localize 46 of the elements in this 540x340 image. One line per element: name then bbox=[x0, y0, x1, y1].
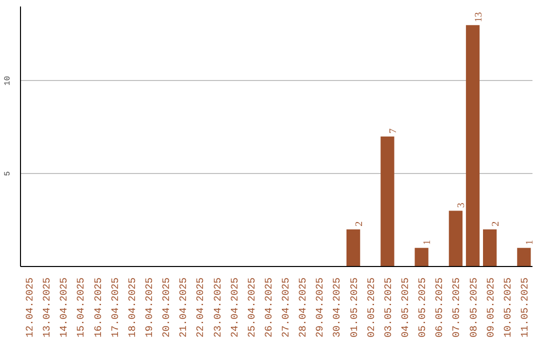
x-tick-label: 17.04.2025 bbox=[110, 277, 122, 338]
data-label: 7 bbox=[388, 128, 399, 134]
x-tick-label: 19.04.2025 bbox=[145, 277, 156, 338]
bar bbox=[517, 248, 531, 266]
bar bbox=[346, 229, 360, 266]
bar bbox=[466, 25, 480, 266]
x-tick-label: 01.05.2025 bbox=[350, 277, 361, 338]
x-tick-label: 24.04.2025 bbox=[230, 277, 242, 338]
x-tick-label: 23.04.2025 bbox=[213, 277, 224, 338]
x-tick-label: 08.05.2025 bbox=[469, 277, 480, 338]
x-tick-label: 22.04.2025 bbox=[196, 277, 208, 338]
data-label: 1 bbox=[524, 240, 536, 245]
bar bbox=[448, 210, 463, 266]
x-tick-label: 07.05.2025 bbox=[452, 277, 464, 338]
x-tick-label: 25.04.2025 bbox=[247, 277, 258, 338]
data-label: 2 bbox=[354, 221, 365, 226]
x-tick-label: 10.05.2025 bbox=[503, 277, 514, 338]
x-tick-label: 20.04.2025 bbox=[162, 277, 174, 338]
bar bbox=[483, 229, 497, 266]
x-tick-label: 29.04.2025 bbox=[316, 277, 327, 338]
x-tick-label: 28.04.2025 bbox=[298, 277, 310, 338]
x-tick-label: 27.04.2025 bbox=[282, 277, 293, 338]
data-label: 13 bbox=[473, 12, 484, 22]
x-tick-label: 06.05.2025 bbox=[435, 277, 446, 338]
data-label: 1 bbox=[422, 240, 434, 245]
x-tick-label: 14.04.2025 bbox=[60, 277, 71, 338]
y-tick-label: 5 bbox=[4, 171, 12, 176]
data-label: 3 bbox=[456, 202, 468, 208]
x-tick-label: 11.05.2025 bbox=[520, 277, 532, 338]
x-tick-label: 04.05.2025 bbox=[401, 277, 412, 338]
x-tick-label: 09.05.2025 bbox=[486, 277, 498, 338]
x-tick-label: 21.04.2025 bbox=[179, 277, 190, 338]
x-tick-label: 26.04.2025 bbox=[264, 277, 276, 338]
bar bbox=[414, 248, 428, 266]
x-tick-label: 15.04.2025 bbox=[76, 277, 88, 338]
x-tick-label: 16.04.2025 bbox=[94, 277, 105, 338]
data-label: 2 bbox=[490, 221, 502, 226]
y-tick-label: 10 bbox=[4, 76, 12, 86]
x-tick-label: 03.05.2025 bbox=[384, 277, 395, 338]
x-tick-label: 30.04.2025 bbox=[332, 277, 344, 338]
x-tick-label: 05.05.2025 bbox=[418, 277, 430, 338]
x-tick-label: 18.04.2025 bbox=[128, 277, 139, 338]
x-tick-label: 12.04.2025 bbox=[26, 277, 37, 338]
x-tick-label: 02.05.2025 bbox=[366, 277, 378, 338]
x-tick-label: 13.04.2025 bbox=[42, 277, 54, 338]
bar bbox=[380, 136, 394, 266]
